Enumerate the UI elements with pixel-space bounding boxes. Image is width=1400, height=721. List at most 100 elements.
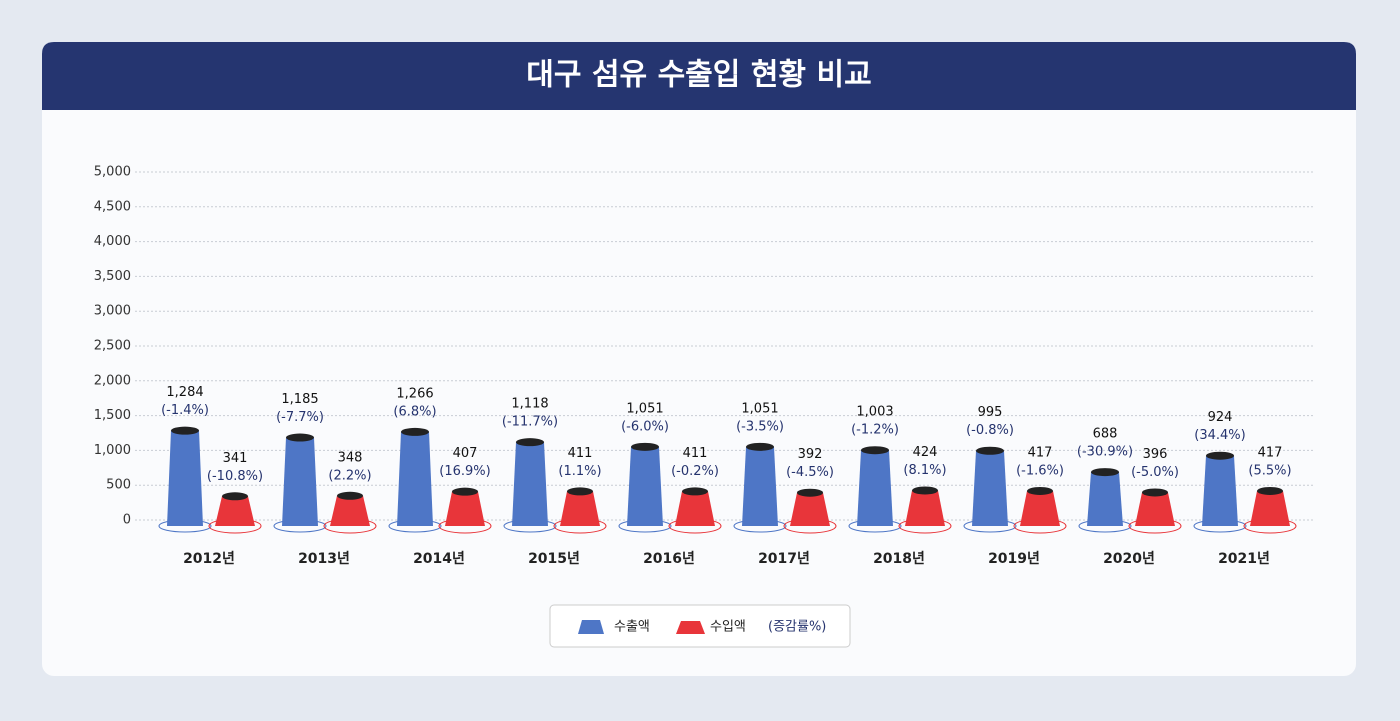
bar xyxy=(1250,490,1290,526)
spool-top xyxy=(516,438,544,447)
value-label: 424 xyxy=(913,445,938,460)
value-label: 1,003 xyxy=(856,405,893,420)
x-tick-label: 2016년 xyxy=(643,551,695,567)
value-label: 348 xyxy=(338,450,363,465)
bar xyxy=(1087,472,1123,526)
bar xyxy=(905,490,945,526)
y-tick-label: 1,500 xyxy=(94,408,131,423)
bar xyxy=(857,450,893,526)
spool-top xyxy=(746,442,774,451)
value-label: 407 xyxy=(453,446,478,461)
bar xyxy=(1135,492,1175,526)
spool-top xyxy=(286,433,314,442)
value-label: 688 xyxy=(1093,427,1118,442)
bar xyxy=(1202,455,1238,526)
x-tick-label: 2017년 xyxy=(758,551,810,567)
bar xyxy=(1020,490,1060,526)
legend-label: 수출액 xyxy=(614,620,650,635)
bar xyxy=(397,431,433,526)
bar xyxy=(215,496,255,526)
value-label: 417 xyxy=(1028,445,1053,460)
legend-note: (증감률%) xyxy=(768,620,826,635)
x-tick-label: 2015년 xyxy=(528,551,580,567)
spool-top xyxy=(452,487,478,496)
value-label: 396 xyxy=(1143,447,1168,462)
y-tick-label: 5,000 xyxy=(94,165,131,180)
change-label: (16.9%) xyxy=(439,464,490,479)
y-tick-label: 4,500 xyxy=(94,199,131,214)
spool-top xyxy=(1206,451,1234,460)
spool-top xyxy=(337,491,363,500)
bar xyxy=(675,491,715,526)
card xyxy=(42,42,1356,676)
x-tick-label: 2012년 xyxy=(183,551,235,567)
value-label: 411 xyxy=(683,446,708,461)
y-tick-label: 3,000 xyxy=(94,304,131,319)
value-label: 1,118 xyxy=(511,397,548,412)
spool-top xyxy=(1257,486,1283,495)
spool-top xyxy=(682,487,708,496)
change-label: (6.8%) xyxy=(393,404,436,419)
bar xyxy=(282,437,318,526)
bar xyxy=(790,492,830,526)
spool-top xyxy=(401,427,429,436)
x-tick-label: 2019년 xyxy=(988,551,1040,567)
x-tick-label: 2013년 xyxy=(298,551,350,567)
chart-title: 대구 섬유 수출입 현황 비교 xyxy=(526,58,871,93)
bar xyxy=(972,450,1008,526)
spool-top xyxy=(567,487,593,496)
x-tick-label: 2020년 xyxy=(1103,551,1155,567)
bar xyxy=(742,446,778,526)
value-label: 1,051 xyxy=(741,401,778,416)
change-label: (-3.5%) xyxy=(736,419,784,434)
change-label: (8.1%) xyxy=(903,463,946,478)
spool-top xyxy=(631,442,659,451)
spool-top xyxy=(912,486,938,495)
spool-top xyxy=(171,426,199,435)
value-label: 392 xyxy=(798,447,823,462)
bar xyxy=(512,442,548,526)
legend-swatch xyxy=(676,621,705,634)
bar xyxy=(445,491,485,526)
spool-top xyxy=(1142,488,1168,497)
bar xyxy=(330,495,370,526)
y-tick-label: 3,500 xyxy=(94,269,131,284)
y-tick-label: 0 xyxy=(123,513,131,528)
value-label: 1,051 xyxy=(626,401,663,416)
bar xyxy=(627,446,663,526)
y-tick-label: 2,000 xyxy=(94,373,131,388)
change-label: (-7.7%) xyxy=(276,410,324,425)
y-tick-label: 500 xyxy=(106,478,131,493)
header xyxy=(42,42,1356,110)
x-tick-label: 2014년 xyxy=(413,551,465,567)
spool-top xyxy=(976,446,1004,455)
change-label: (-30.9%) xyxy=(1077,445,1133,460)
bar xyxy=(560,491,600,526)
bar xyxy=(167,430,203,526)
legend-swatch xyxy=(578,620,604,634)
spool-top xyxy=(1091,468,1119,477)
value-label: 341 xyxy=(223,451,248,466)
spool-top xyxy=(861,446,889,455)
legend-label: 수입액 xyxy=(710,620,746,635)
change-label: (5.5%) xyxy=(1248,463,1291,478)
value-label: 411 xyxy=(568,446,593,461)
change-label: (1.1%) xyxy=(558,464,601,479)
spool-top xyxy=(797,488,823,497)
change-label: (-11.7%) xyxy=(502,415,558,430)
change-label: (-0.8%) xyxy=(966,423,1014,438)
change-label: (-5.0%) xyxy=(1131,465,1179,480)
value-label: 1,266 xyxy=(396,386,433,401)
x-tick-label: 2018년 xyxy=(873,551,925,567)
value-label: 1,284 xyxy=(166,385,203,400)
change-label: (-1.6%) xyxy=(1016,463,1064,478)
change-label: (-4.5%) xyxy=(786,465,834,480)
y-tick-label: 4,000 xyxy=(94,234,131,249)
spool-top xyxy=(222,492,248,501)
change-label: (-6.0%) xyxy=(621,419,669,434)
x-tick-label: 2021년 xyxy=(1218,551,1270,567)
change-label: (-1.4%) xyxy=(161,403,209,418)
change-label: (-10.8%) xyxy=(207,469,263,484)
change-label: (-1.2%) xyxy=(851,423,899,438)
